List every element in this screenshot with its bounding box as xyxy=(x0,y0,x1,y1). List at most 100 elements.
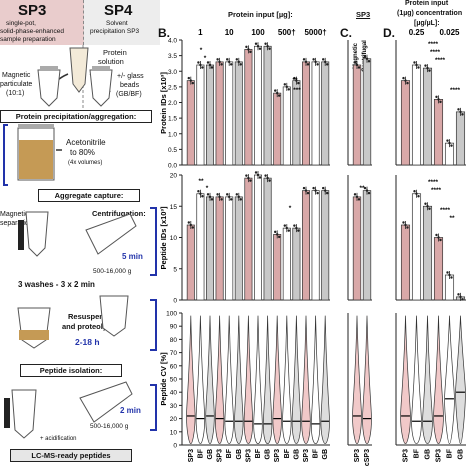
significance-mark: *** xyxy=(293,87,301,94)
data-point xyxy=(293,224,296,227)
data-point xyxy=(293,76,296,80)
data-point xyxy=(285,85,288,89)
y-tick-label: 0 xyxy=(173,443,177,450)
violin-sp3 xyxy=(433,315,444,445)
bar-bf xyxy=(411,64,422,166)
data-point xyxy=(268,179,271,182)
bar-sp3 xyxy=(302,61,310,166)
bar-sp3 xyxy=(273,92,282,166)
panel-d-header-3: [µg/µL]: xyxy=(414,20,440,27)
sp3-header xyxy=(0,0,84,45)
significance-mark: **** xyxy=(430,49,441,56)
concentration-label: 0.025 xyxy=(439,28,460,37)
data-point xyxy=(426,66,429,70)
significance-mark: ** xyxy=(359,185,365,192)
y-tick-label: 1.0 xyxy=(168,131,177,138)
y-tick-label: 30 xyxy=(170,403,178,410)
digestion-tube-icon xyxy=(17,307,51,349)
concentration-label: 0.25 xyxy=(409,28,425,37)
y-tick-label: 0 xyxy=(173,298,177,305)
bar-sp3 xyxy=(352,196,362,301)
bar-csp3 xyxy=(362,58,372,166)
data-point xyxy=(254,171,258,174)
acidification-label: + acidification xyxy=(40,436,77,442)
y-tick-label: 50 xyxy=(170,377,178,384)
y-tick-label: 2.5 xyxy=(168,84,177,91)
panel-d-letter: D. xyxy=(383,26,395,40)
y-tick-label: 1.5 xyxy=(168,116,177,123)
bar-sp3 xyxy=(433,99,444,166)
step-capture-box: Aggregate capture: xyxy=(38,189,140,202)
data-point xyxy=(295,226,298,230)
data-point xyxy=(326,191,329,195)
bar-gb xyxy=(263,177,272,301)
aggregation-tube-icon xyxy=(17,124,55,181)
data-point xyxy=(295,79,298,82)
data-point xyxy=(201,66,204,69)
panel-d-header-1: Protein input xyxy=(405,0,449,7)
x-tick-label: SP3 xyxy=(303,449,310,462)
data-point xyxy=(406,81,409,85)
magnetic-tube-icon xyxy=(37,66,61,107)
significance-mark: **** xyxy=(428,41,439,48)
magnetic-label-2: particulate xyxy=(0,81,33,88)
data-point xyxy=(322,186,325,190)
data-point xyxy=(404,79,407,82)
input-group-label: 1 xyxy=(198,28,203,37)
data-point xyxy=(326,63,329,66)
sp3-subtitle-1: single-pot, xyxy=(6,20,36,27)
data-point xyxy=(283,224,286,227)
bar-bf xyxy=(196,64,205,166)
data-point xyxy=(268,47,271,50)
violin-bf xyxy=(444,315,455,445)
data-point xyxy=(208,63,212,67)
data-point xyxy=(191,81,194,85)
bar-gb xyxy=(263,45,272,166)
y-tick-label: 15 xyxy=(170,204,178,211)
centrifuge-tube-icon xyxy=(85,213,137,255)
data-point xyxy=(256,45,260,48)
bar-gb xyxy=(234,196,243,301)
data-point xyxy=(402,221,405,224)
step-isolation-box: Peptide isolation: xyxy=(20,364,122,377)
bar-sp3 xyxy=(215,61,224,166)
data-point xyxy=(413,190,416,193)
x-tick-label: SP3 xyxy=(354,449,361,462)
bar-gb xyxy=(206,196,214,301)
violin-sp3 xyxy=(352,315,362,445)
bar-sp3 xyxy=(244,177,253,301)
data-point xyxy=(413,61,416,64)
x-tick-label: GB xyxy=(458,449,465,460)
data-point xyxy=(304,60,308,64)
data-point xyxy=(406,226,409,229)
protein-tube-icon xyxy=(69,47,89,93)
data-point xyxy=(428,207,431,210)
capture-blue-bracket-icon xyxy=(150,207,157,276)
violin-bf xyxy=(282,315,292,445)
violin-sp3 xyxy=(214,315,225,445)
data-point xyxy=(256,173,260,177)
panel-c-header: SP3 xyxy=(356,10,371,19)
data-point xyxy=(266,45,269,48)
data-point xyxy=(324,60,327,64)
sp3-subtitle-3: sample preparation xyxy=(0,36,56,43)
violin-sp3 xyxy=(400,315,411,445)
data-point xyxy=(228,60,231,64)
data-point xyxy=(199,192,202,195)
y-tick-label: 10 xyxy=(170,429,178,436)
x-tick-label: SP3 xyxy=(436,449,443,462)
data-point xyxy=(237,60,240,64)
violin-sp3 xyxy=(301,315,311,445)
data-point xyxy=(297,81,300,85)
x-tick-label: BF xyxy=(255,448,262,458)
bar-csp3 xyxy=(362,190,372,301)
data-point xyxy=(226,58,229,61)
significance-mark: * xyxy=(204,55,207,62)
data-point xyxy=(402,76,405,80)
bar-bf xyxy=(196,193,205,301)
data-point xyxy=(302,186,306,190)
data-point xyxy=(426,205,429,208)
data-point xyxy=(437,98,440,101)
data-point xyxy=(239,63,242,66)
data-point xyxy=(216,58,219,61)
